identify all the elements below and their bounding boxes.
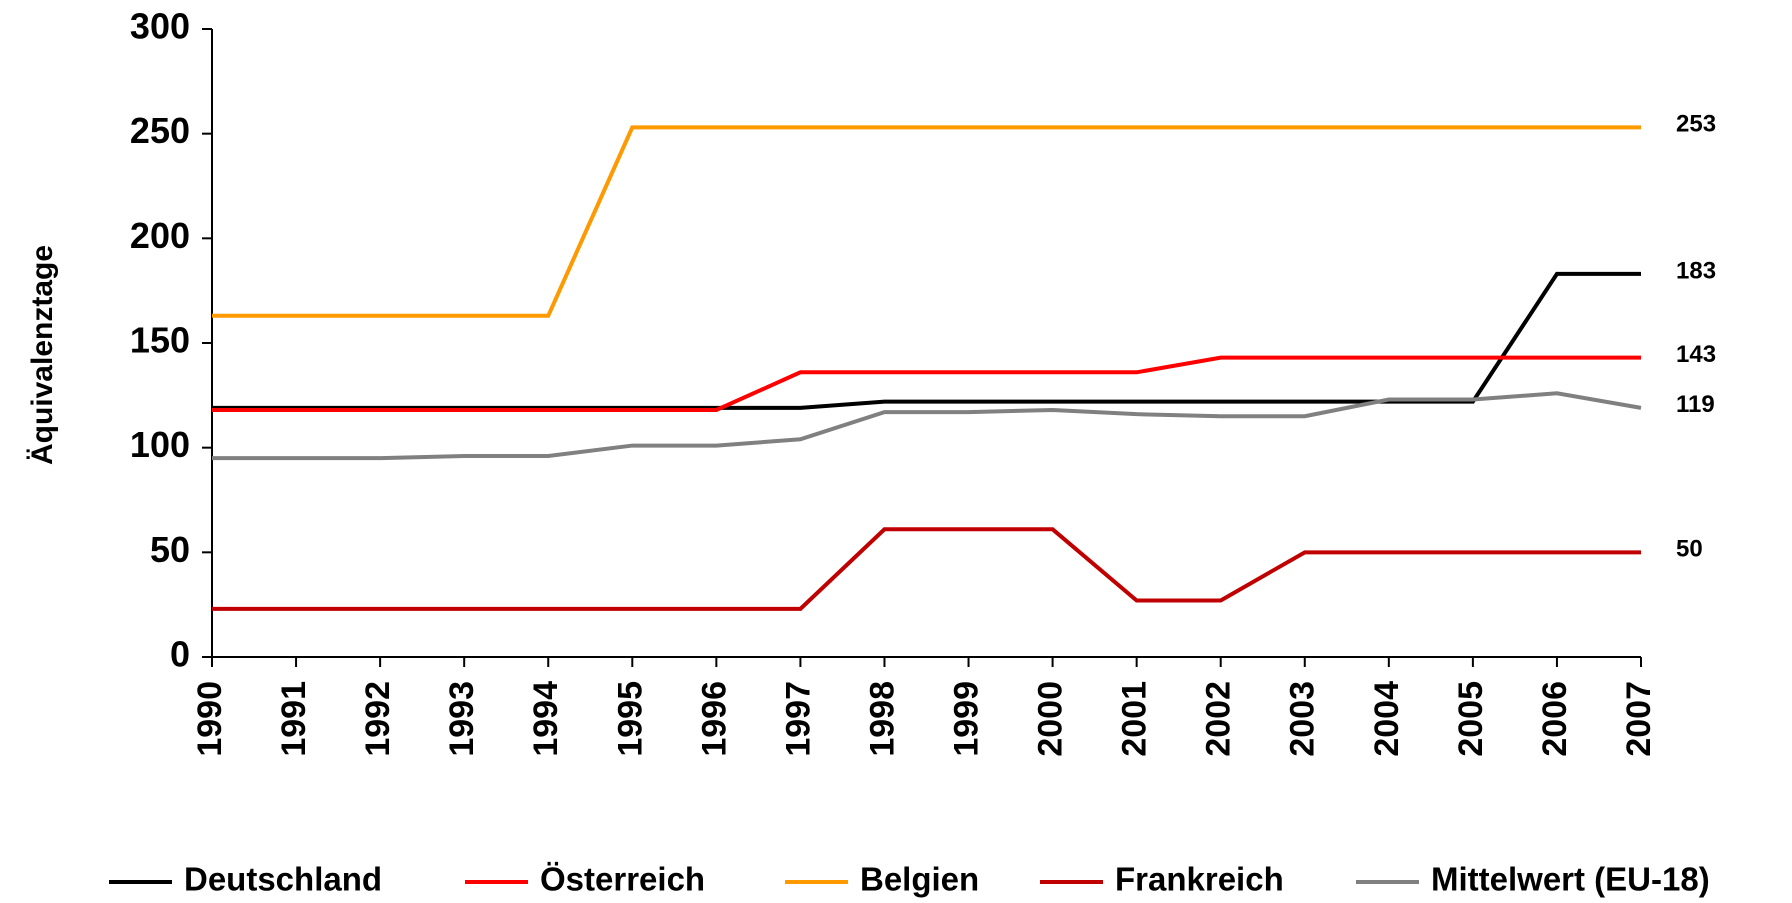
legend-label: Deutschland (184, 861, 382, 898)
x-tick-label: 2000 (1032, 681, 1070, 757)
y-tick-label: 300 (130, 6, 190, 47)
x-tick-label: 1992 (359, 681, 397, 757)
series-line (212, 355, 1641, 412)
end-value-label: 50 (1676, 536, 1703, 563)
end-value-label: 183 (1676, 257, 1716, 284)
y-tick-label: 250 (130, 110, 190, 151)
series-line (212, 391, 1642, 461)
end-value-label: 143 (1676, 341, 1716, 368)
y-tick-label: 100 (130, 424, 190, 465)
y-tick-label: 200 (130, 215, 190, 256)
end-value-label: 119 (1676, 391, 1715, 418)
y-tick-label: 150 (130, 320, 190, 361)
x-tick-label: 1990 (191, 681, 229, 757)
x-tick-label: 2003 (1284, 681, 1322, 757)
x-tick-label: 2001 (1116, 681, 1154, 757)
series-line (212, 527, 1641, 611)
x-tick-label: 1997 (779, 681, 817, 757)
legend-label: Österreich (540, 861, 705, 898)
legend-label: Belgien (860, 861, 979, 898)
x-tick-label: 1995 (611, 681, 649, 757)
x-tick-label: 1998 (863, 681, 901, 757)
legend-label: Mittelwert (EU-18) (1431, 861, 1710, 898)
x-tick-label: 2007 (1620, 681, 1658, 757)
x-tick-label: 2005 (1452, 681, 1490, 757)
x-tick-label: 1994 (527, 681, 565, 757)
x-tick-label: 1999 (948, 681, 986, 757)
x-tick-label: 2006 (1536, 681, 1574, 757)
legend-label: Frankreich (1115, 861, 1284, 898)
series-line (212, 125, 1641, 318)
x-tick-label: 1996 (695, 681, 733, 757)
y-tick-label: 0 (170, 634, 190, 675)
x-tick-label: 1991 (275, 681, 313, 757)
end-value-label: 253 (1676, 111, 1716, 138)
x-tick-label: 2004 (1368, 681, 1406, 757)
x-tick-label: 2002 (1200, 681, 1238, 757)
x-tick-label: 1993 (443, 681, 481, 757)
y-axis-label: Äquivalenztage (26, 245, 59, 465)
series-line (212, 271, 1641, 410)
y-tick-label: 50 (150, 529, 190, 570)
